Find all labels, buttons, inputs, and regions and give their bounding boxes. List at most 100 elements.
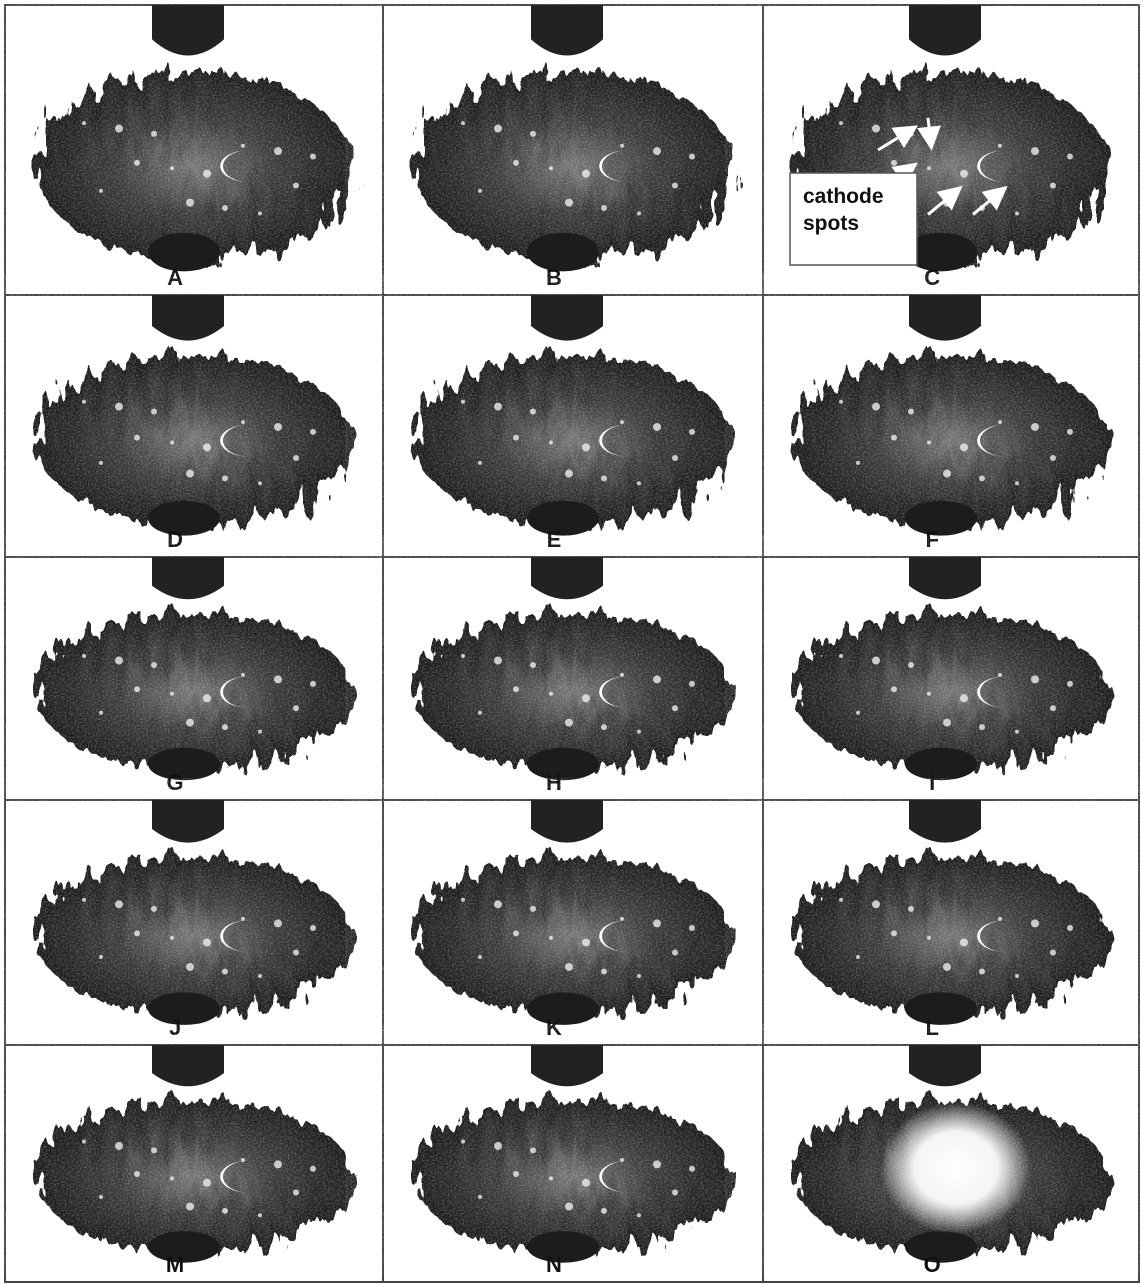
cathode-spot <box>960 170 968 178</box>
cathode-spot <box>891 160 897 166</box>
cathode-spot <box>872 900 880 908</box>
cathode-spot <box>186 1203 194 1211</box>
photo-panel: J <box>5 800 383 1045</box>
cathode-spot <box>478 461 482 465</box>
cathode-spot <box>943 470 951 478</box>
base-electrode <box>527 501 599 536</box>
cathode-spot <box>170 440 174 444</box>
cathode-spot <box>293 705 299 711</box>
cathode-spot <box>530 1147 536 1153</box>
cathode-spot <box>478 1195 482 1199</box>
cathode-spot <box>672 455 678 461</box>
cathode-spot <box>461 654 465 658</box>
cathode-spot <box>653 675 661 683</box>
cathode-spot <box>293 1189 299 1195</box>
panel-label: D <box>167 527 183 552</box>
cathode-spot <box>530 662 536 668</box>
cathode-spot <box>222 475 228 481</box>
cathode-spot <box>1031 919 1039 927</box>
cathode-spot <box>653 919 661 927</box>
cathode-spot <box>582 694 590 702</box>
cathode-spot <box>310 681 316 687</box>
cathode-spot <box>134 930 140 936</box>
cathode-spot <box>998 420 1002 424</box>
base-electrode <box>527 1231 599 1263</box>
cathode-spot <box>530 408 536 414</box>
cathode-spot <box>134 1171 140 1177</box>
base-electrode <box>905 748 977 780</box>
cathode-spot <box>672 182 678 188</box>
cathode-spot <box>672 949 678 955</box>
cathode-spot <box>689 925 695 931</box>
base-electrode <box>148 748 220 780</box>
cathode-spot <box>601 475 607 481</box>
cathode-spot <box>99 955 103 959</box>
cathode-spot <box>943 719 951 727</box>
cathode-spot <box>478 711 482 715</box>
cathode-spot <box>1031 675 1039 683</box>
cathode-spot <box>310 1166 316 1172</box>
cathode-spot <box>908 662 914 668</box>
cathode-spot <box>241 1158 245 1162</box>
cathode-spot <box>839 400 843 404</box>
cathode-spot <box>927 692 931 696</box>
photo-panel: N <box>383 1045 763 1282</box>
cathode-spot <box>241 144 245 148</box>
cathode-spot <box>839 121 843 125</box>
cathode-spot <box>494 403 502 411</box>
cathode-spot <box>203 170 211 178</box>
photo-panel: E <box>383 295 763 557</box>
cathode-spot <box>494 657 502 665</box>
cathode-spot <box>1067 153 1073 159</box>
cathode-spot <box>620 917 624 921</box>
cathode-spot <box>601 724 607 730</box>
cathode-spot <box>637 481 641 485</box>
cathode-spot <box>582 443 590 451</box>
cathode-spot <box>960 443 968 451</box>
photo-panel: G <box>5 557 383 800</box>
cathode-spot <box>274 1160 282 1168</box>
cathode-spot <box>513 1171 519 1177</box>
cathode-spot <box>653 1160 661 1168</box>
panel-label: B <box>546 265 562 290</box>
cathode-spot <box>1015 481 1019 485</box>
cathode-spot <box>258 1213 262 1217</box>
photo-panel: K <box>383 800 763 1045</box>
cathode-spot <box>310 153 316 159</box>
photo-panel: L <box>763 800 1139 1045</box>
cathode-spot <box>637 211 641 215</box>
photo-panel: A <box>5 5 383 295</box>
cathode-spot <box>203 694 211 702</box>
cathode-spot <box>134 435 140 441</box>
cathode-spot <box>549 440 553 444</box>
cathode-spot <box>293 949 299 955</box>
cathode-spot <box>274 919 282 927</box>
arc-glow <box>881 1102 1031 1234</box>
cathode-spot <box>478 955 482 959</box>
panel-label: H <box>546 770 562 795</box>
cathode-spot <box>653 147 661 155</box>
photo-panel: F <box>763 295 1139 557</box>
base-electrode <box>148 992 220 1025</box>
cathode-spot <box>998 144 1002 148</box>
cathode-spot <box>601 969 607 975</box>
cathode-spot <box>565 470 573 478</box>
base-electrode <box>905 501 977 536</box>
cathode-spot <box>620 420 624 424</box>
cathode-spot <box>549 1176 553 1180</box>
cathode-spot <box>637 730 641 734</box>
cathode-spot <box>530 131 536 137</box>
panel-label: C <box>924 265 940 290</box>
cathode-spot <box>601 205 607 211</box>
cathode-spot <box>1031 423 1039 431</box>
figure: ABCcathodespotsDEFGHIJKLMNO <box>0 0 1141 1284</box>
cathode-spot <box>258 730 262 734</box>
cathode-spot <box>1015 211 1019 215</box>
cathode-spot <box>293 182 299 188</box>
cathode-spot <box>203 1179 211 1187</box>
base-electrode <box>527 748 599 780</box>
cathode-spot <box>186 199 194 207</box>
cathode-spot <box>872 657 880 665</box>
base-electrode <box>905 1231 977 1263</box>
